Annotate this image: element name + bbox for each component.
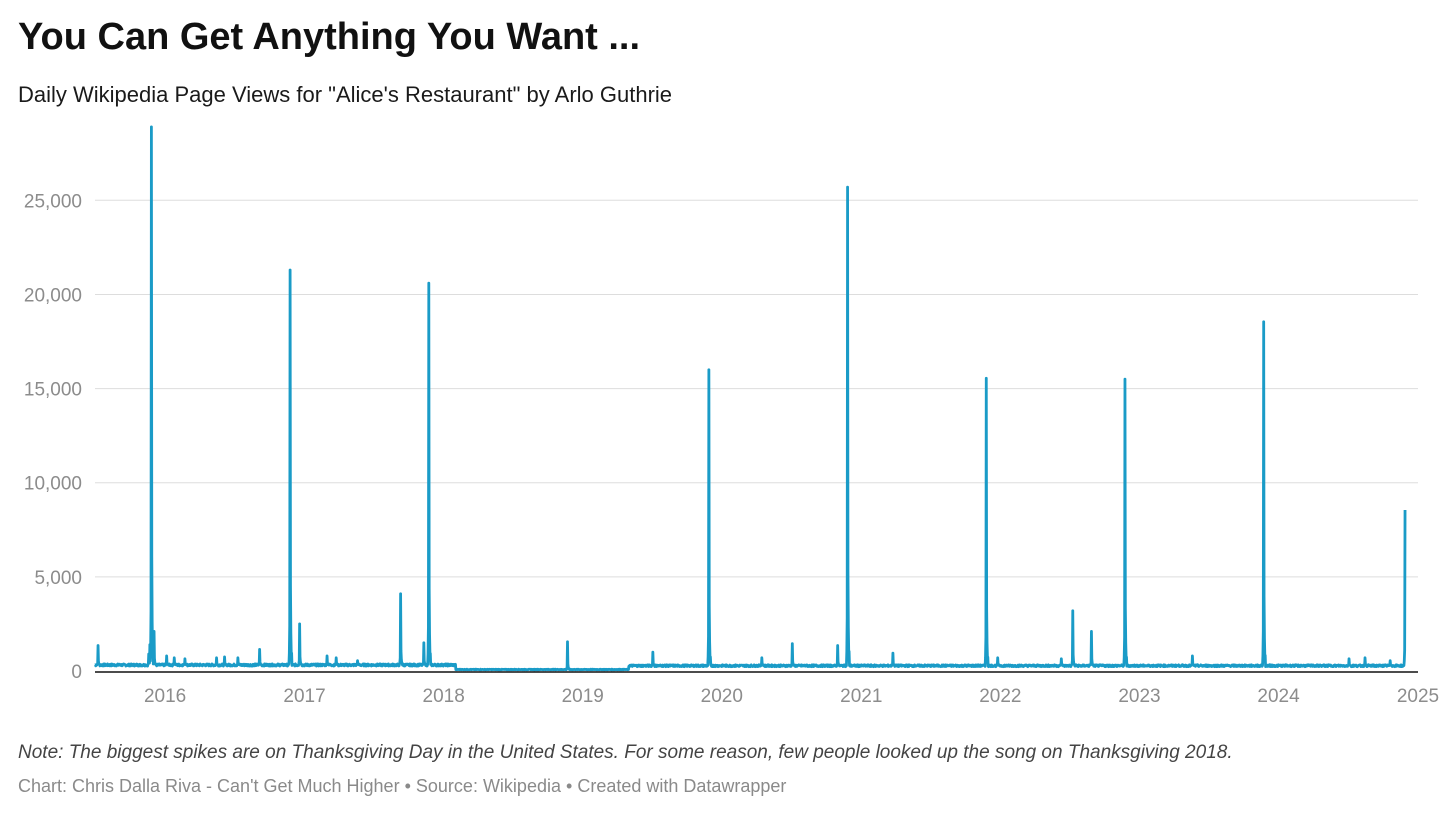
gridlines: [95, 199, 1418, 578]
x-tick-label: 2017: [283, 686, 325, 707]
series-line-page-views: [93, 125, 1407, 672]
x-tick-label: 2023: [1118, 686, 1160, 707]
y-tick-label: 15,000: [24, 380, 82, 401]
y-tick-label: 20,000: [24, 285, 82, 306]
x-tick-label: 2020: [701, 686, 743, 707]
chart-subtitle: Daily Wikipedia Page Views for "Alice's …: [18, 82, 673, 107]
x-tick-label: 2025: [1397, 686, 1439, 707]
x-tick-label: 2018: [423, 686, 465, 707]
footer-separator: •: [566, 776, 573, 796]
y-axis-tick-labels: 0 5,000 10,000 15,000 20,000 25,000: [24, 191, 82, 683]
y-tick-label: 10,000: [24, 474, 82, 495]
footer-separator: •: [404, 776, 411, 796]
x-tick-label: 2024: [1257, 686, 1300, 707]
y-tick-label: 25,000: [24, 191, 82, 212]
footer-tool: Created with Datawrapper: [577, 776, 787, 796]
x-tick-label: 2019: [562, 686, 604, 707]
chart-title: You Can Get Anything You Want ...: [18, 16, 641, 58]
chart-footer: Chart: Chris Dalla Riva - Can't Get Much…: [18, 776, 786, 797]
x-tick-label: 2016: [144, 686, 186, 707]
y-tick-label: 5,000: [34, 568, 82, 589]
footer-chart-credit: Chart: Chris Dalla Riva - Can't Get Much…: [18, 776, 400, 796]
x-tick-label: 2021: [840, 686, 882, 707]
x-tick-label: 2022: [979, 686, 1021, 707]
footer-source: Source: Wikipedia: [415, 776, 561, 796]
y-tick-label: 0: [71, 662, 82, 683]
chart-note: Note: The biggest spikes are on Thanksgi…: [18, 742, 1233, 763]
x-axis-tick-labels: 2016 2017 2018 2019 2020 2021 2022 2023 2024 2025: [144, 686, 1439, 707]
